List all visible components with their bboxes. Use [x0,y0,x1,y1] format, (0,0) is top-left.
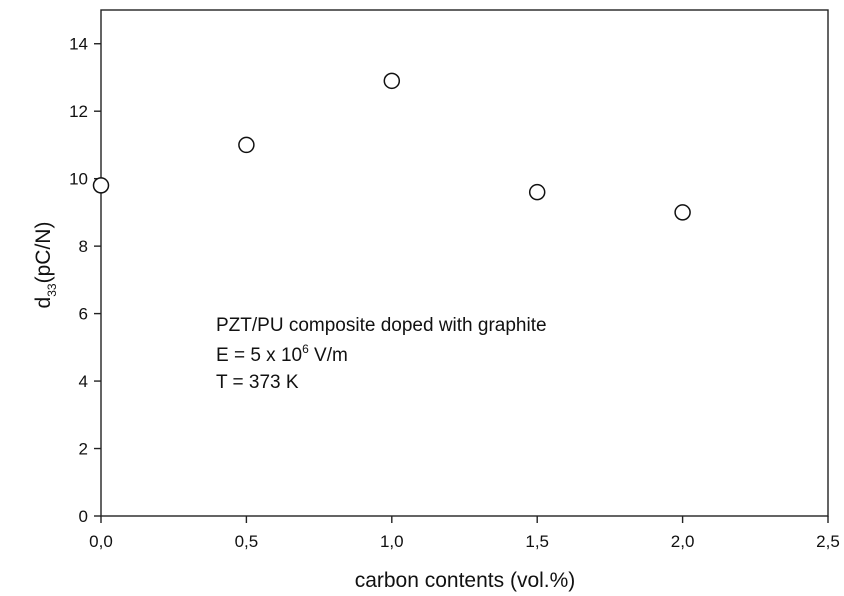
y-tick-label: 6 [79,305,88,324]
data-point [528,183,546,201]
axes-group [100,9,829,517]
y-tick-label: 8 [79,237,88,256]
x-tick-label: 2,0 [671,532,695,551]
y-tick-label: 2 [79,440,88,459]
y-tick-label: 14 [69,35,88,54]
x-tick-label: 1,0 [380,532,404,551]
x-ticks: 0,0 0,5 1,0 1,5 2,0 2,5 [89,516,840,551]
annotation: PZT/PU composite doped with graphite E =… [216,315,547,393]
data-point [92,177,110,194]
x-tick-label: 1,5 [525,532,549,551]
y-tick-label: 10 [69,170,88,189]
y-axis-title-main: d [32,297,55,309]
data-points [92,72,691,221]
data-point [238,136,255,154]
x-tick-label: 2,5 [816,532,840,551]
annotation-line-2-prefix: E = 5 x 10 [216,345,302,366]
annotation-line-1: PZT/PU composite doped with graphite [216,315,547,336]
y-axis-title-subscript: 33 [45,283,59,297]
annotation-line-2-suffix: V/m [309,345,348,366]
annotation-line-3: T = 373 K [216,372,299,393]
x-tick-label: 0,5 [235,532,259,551]
y-tick-label: 0 [79,507,88,526]
plot-frame [100,9,829,517]
annotation-line-2-superscript: 6 [302,342,309,356]
x-axis-title: carbon contents (vol.%) [355,569,576,592]
y-axis-title-unit: (pC/N) [32,222,55,284]
y-axis-title: d33(pC/N) [32,222,59,309]
data-point [383,72,401,90]
annotation-line-2: E = 5 x 106 V/m [216,342,348,366]
data-point [674,204,691,221]
y-tick-label: 12 [69,102,88,121]
y-ticks: 0 2 4 6 8 10 12 14 [69,35,101,526]
y-tick-label: 4 [79,372,88,391]
x-tick-label: 0,0 [89,532,113,551]
